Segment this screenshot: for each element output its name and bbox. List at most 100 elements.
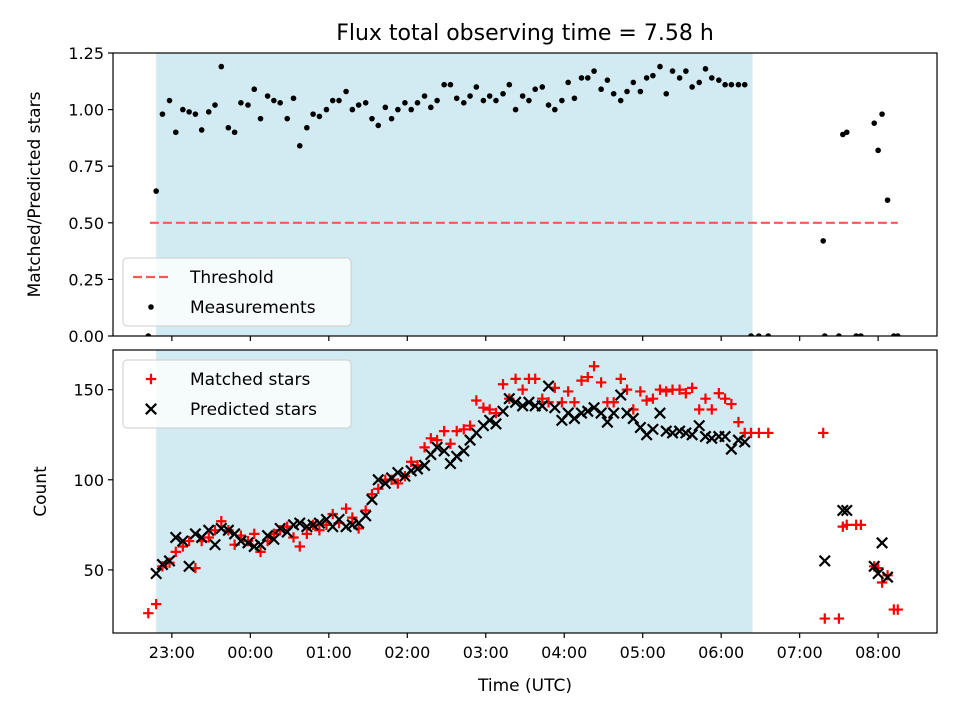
measurement-point [238, 100, 244, 106]
predicted-star-point [607, 407, 620, 420]
matched-star-point [537, 393, 548, 404]
measurement-point [663, 90, 670, 97]
matched-star-point [419, 442, 430, 453]
y-tick-label: 1.25 [68, 44, 104, 63]
measurement-point [506, 81, 513, 88]
y-tick-label: 50 [84, 561, 104, 580]
measurement-point [843, 129, 850, 136]
predicted-star-point [536, 399, 549, 412]
measurement-point [355, 102, 362, 108]
measurement-point [637, 88, 644, 95]
matched-star-point [595, 377, 607, 388]
predicted-star-point [209, 538, 221, 551]
y-tick-label: 0.75 [68, 157, 104, 176]
matched-star-point [406, 456, 417, 467]
measurement-point [473, 84, 480, 90]
measurement-point [180, 106, 186, 113]
measurement-point [565, 79, 571, 86]
predicted-star-point [876, 536, 889, 549]
measurement-point [349, 106, 356, 113]
legend-matched-swatch [145, 373, 157, 385]
measurement-point [696, 79, 703, 86]
matched-star-point [726, 398, 737, 410]
measurement-point [559, 97, 565, 104]
predicted-star-point [738, 435, 751, 448]
matched-star-point [819, 613, 830, 624]
measurement-point [836, 333, 842, 336]
predicted-star-point [163, 554, 176, 567]
predicted-star-point [183, 560, 196, 573]
predicted-star-point [548, 401, 561, 414]
measurement-point [172, 129, 179, 136]
y-tick-label: 1.00 [68, 101, 104, 120]
measurement-point [624, 88, 630, 95]
matched-star-point [366, 489, 378, 500]
measurement-point [765, 333, 772, 336]
matched-star-point [242, 535, 254, 547]
measurement-point [460, 100, 467, 106]
measurement-point [879, 111, 885, 117]
predicted-star-point [719, 430, 732, 443]
predicted-star-point [666, 426, 679, 439]
measurement-point [500, 90, 506, 97]
predicted-star-point [418, 459, 431, 472]
measurement-point [539, 84, 546, 90]
legend-box [122, 257, 352, 327]
predicted-star-point [254, 538, 267, 551]
predicted-star-point [627, 412, 640, 425]
legend-measurement-swatch [148, 304, 154, 310]
measurement-point [689, 84, 695, 90]
matched-star-point [438, 425, 450, 437]
measurement-point [304, 124, 310, 131]
measurement-point [578, 75, 585, 81]
measurement-point [192, 111, 199, 117]
predicted-star-point [686, 428, 699, 441]
predicted-star-point [568, 412, 581, 425]
measurement-point [343, 88, 349, 95]
measurement-point [428, 104, 434, 111]
measurement-point [545, 102, 552, 108]
measurement-point [271, 97, 277, 104]
predicted-star-point [522, 396, 535, 409]
predicted-star-point [497, 405, 510, 418]
measurement-point [748, 333, 754, 336]
measurement-point [756, 333, 762, 336]
measurement-point [421, 93, 428, 99]
x-tick-label: 08:00 [855, 643, 901, 662]
ratio-panel: 0.00 0.25 0.50 0.75 1.00 1.25 Matched/Predicte… [25, 44, 938, 346]
predicted-star-point [836, 504, 849, 517]
matched-star-point [157, 561, 168, 572]
x-tick-label: 01:00 [306, 643, 352, 662]
measurement-point [212, 102, 218, 108]
measurement-point [591, 68, 597, 74]
predicted-star-point [595, 407, 608, 420]
predicted-star-point [222, 524, 235, 537]
predicted-star-point [450, 450, 463, 463]
predicted-star-point [483, 414, 496, 427]
measurement-point [708, 75, 715, 81]
matched-star-point [818, 427, 829, 439]
matched-star-point [876, 577, 888, 588]
measurement-point [290, 95, 297, 102]
predicted-star-point [509, 396, 522, 409]
predicted-star-point [202, 524, 215, 537]
measurement-point [571, 95, 578, 102]
measurement-point [683, 68, 689, 74]
matched-star-point [216, 516, 227, 527]
measurement-point [493, 97, 499, 104]
matched-star-point [510, 373, 521, 385]
x-tick-label: 02:00 [384, 643, 430, 662]
measurement-point [402, 100, 408, 106]
matched-star-point [274, 525, 286, 536]
matched-star-point [562, 386, 574, 397]
y-tick-label: 0.50 [68, 214, 104, 233]
legend-label: Measurements [190, 298, 316, 318]
matched-star-point [588, 361, 600, 372]
predicted-star-point [489, 417, 502, 430]
predicted-star-point [840, 504, 853, 517]
measurement-point [251, 86, 258, 93]
legend-predicted-swatch [145, 403, 157, 415]
predicted-star-point [705, 432, 718, 445]
measurement-point [467, 93, 473, 99]
predicted-star-point [868, 560, 881, 573]
